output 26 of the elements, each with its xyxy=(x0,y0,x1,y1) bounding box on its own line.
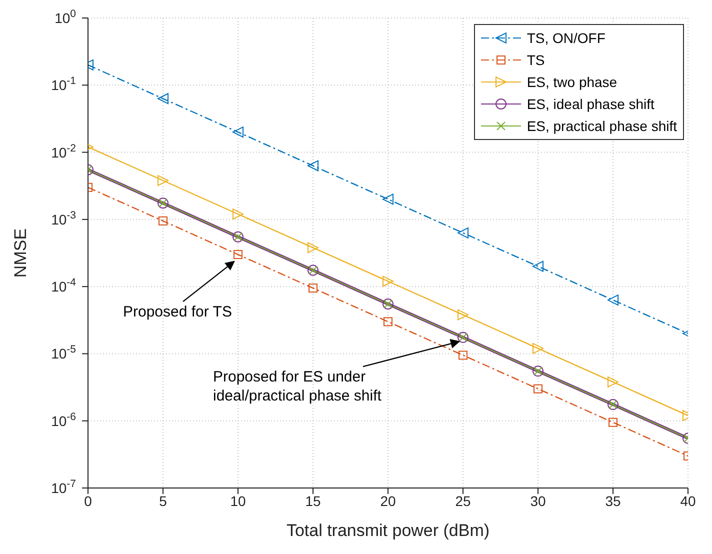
x-tick-label: 35 xyxy=(605,492,621,509)
y-tick-label: 10$^{-7}$ xyxy=(51,478,76,496)
x-tick-label: 40 xyxy=(680,492,696,509)
x-tick-label: 10 xyxy=(230,492,246,509)
x-tick-label: 20 xyxy=(380,492,396,509)
annotation: Proposed for TS xyxy=(123,304,232,321)
x-tick-label: 0 xyxy=(84,492,92,509)
annotation: Proposed for ES under ideal/practical phase shift xyxy=(213,368,382,405)
legend-label: ES, ideal phase shift xyxy=(526,96,654,112)
y-tick-label: 10$^{-3}$ xyxy=(51,209,76,228)
y-tick-label: 10$^{-4}$ xyxy=(51,276,76,295)
y-tick-label: 10$^{-5}$ xyxy=(51,344,76,362)
x-tick-label: 15 xyxy=(305,492,321,509)
y-tick-label: 10$^{-2}$ xyxy=(51,142,76,160)
y-tick-label: 10$^{-6}$ xyxy=(51,410,76,429)
x-tick-label: 25 xyxy=(455,492,471,509)
y-tick-label: 10$^{0}$ xyxy=(54,8,76,26)
x-axis-title: Total transmit power (dBm) xyxy=(286,521,490,540)
x-tick-label: 5 xyxy=(159,492,168,509)
legend-label: TS, ON/OFF xyxy=(526,30,606,46)
legend-label: ES, practical phase shift xyxy=(526,118,677,134)
x-tick-label: 30 xyxy=(530,492,546,509)
y-axis-title: NMSE xyxy=(11,228,30,278)
legend-label: TS xyxy=(526,52,545,68)
legend-label: ES, two phase xyxy=(526,74,618,90)
y-tick-label: 10$^{-1}$ xyxy=(51,75,76,94)
